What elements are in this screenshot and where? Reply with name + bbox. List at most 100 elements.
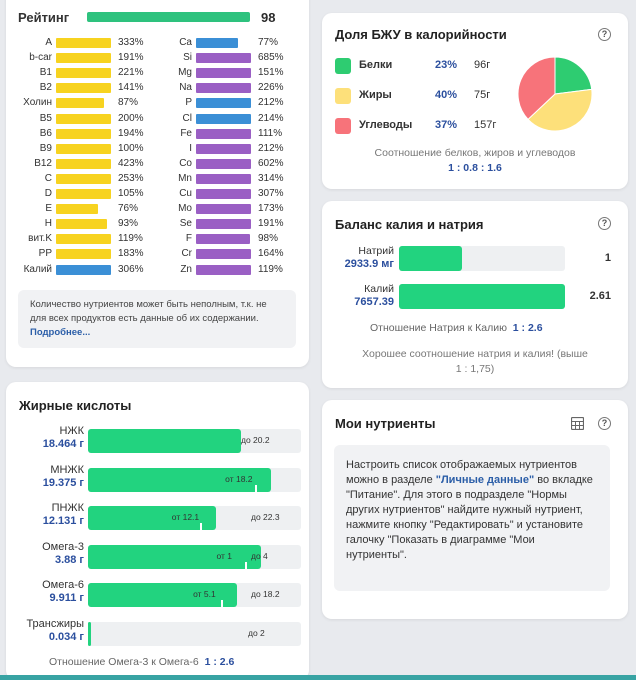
sodium-bar-track	[399, 246, 565, 271]
nutrient-row: Cu 307%	[146, 187, 286, 201]
sodium-ratio-num: 1	[604, 252, 611, 264]
nutrient-bar	[196, 53, 252, 64]
bju-percent: 37%	[435, 119, 458, 131]
nutrient-name: Cr	[181, 248, 192, 260]
nutrient-bar	[56, 113, 112, 124]
sodium-label: Натрий	[358, 245, 394, 257]
nutrient-bar	[56, 219, 108, 230]
potassium-sodium-card: Баланс калия и натрия ? Натрий 2933.9 мг…	[322, 201, 628, 388]
my-nutrients-text-b: во вкладке "Питание". Для этого в подраз…	[346, 474, 593, 561]
nutrient-percent: 173%	[258, 203, 284, 215]
fatty-acid-min: от 18.2	[225, 473, 253, 484]
nutrient-bar	[196, 158, 252, 169]
bju-grams: 157г	[474, 119, 497, 131]
fatty-acid-name: Омега-3	[42, 540, 84, 553]
fatty-acid-min-mark	[221, 600, 224, 607]
nutrient-name: B6	[39, 127, 52, 139]
nutrient-row: PP 183%	[6, 247, 146, 261]
fatty-acid-bar-fill	[88, 467, 272, 492]
rating-row: Рейтинг 98	[18, 10, 303, 26]
kna-good-text-1: Хорошее соотношение натрия и калия! (выш…	[362, 348, 588, 360]
rating-value: 98	[261, 10, 276, 25]
nutrient-name: P	[185, 97, 192, 109]
nutrient-percent: 191%	[258, 218, 284, 230]
fatty-acid-name: МНЖК	[50, 463, 84, 476]
my-nutrients-title: Мои нутриенты	[335, 416, 436, 431]
nutrient-row: Se 191%	[146, 217, 286, 231]
nutrient-row: Si 685%	[146, 51, 286, 65]
fatty-acid-row: ПНЖК 12.131 г от 12.1 до 22.3	[18, 502, 303, 532]
my-nutrients-help-icon[interactable]: ?	[598, 417, 611, 430]
bju-legend-row: Углеводы 37% 157г	[335, 117, 505, 135]
nutrient-bar	[196, 68, 252, 79]
table-icon[interactable]	[571, 417, 584, 430]
nutrient-name: Mg	[178, 67, 192, 79]
nutrient-name: B12	[34, 157, 52, 169]
fatty-acid-name: НЖК	[59, 425, 84, 437]
fatty-acid-max: до 20.2	[241, 435, 270, 445]
nutrient-percent: 212%	[258, 97, 284, 109]
bju-swatch	[335, 58, 351, 74]
fatty-acid-bar-track: от 18.2	[88, 467, 301, 492]
nutrient-row: Ca 77%	[146, 36, 286, 50]
fatty-acid-bar-track: от 12.1 до 22.3	[88, 506, 301, 530]
nutrient-bar	[56, 158, 112, 169]
nutrient-name: Mn	[178, 172, 192, 184]
nutrient-bar	[196, 219, 252, 230]
nutrient-name: Ca	[179, 37, 192, 48]
nutrient-percent: 151%	[258, 67, 284, 79]
nutrient-name: Se	[179, 218, 192, 230]
fatty-acid-bar-fill	[88, 583, 238, 607]
bju-legend-row: Белки 23% 96г	[335, 57, 505, 75]
nutrient-bar	[56, 143, 112, 154]
nutrient-percent: 194%	[118, 127, 144, 139]
bju-name: Жиры	[359, 89, 392, 101]
bju-percent: 40%	[435, 89, 458, 101]
my-nutrients-info: Настроить список отображаемых нутриентов…	[334, 445, 610, 591]
nutrient-name: Холин	[23, 97, 52, 109]
kna-help-icon[interactable]: ?	[598, 217, 611, 230]
more-link[interactable]: Подробнее...	[30, 327, 91, 338]
nutrient-percent: 314%	[258, 172, 284, 184]
fatty-acid-name: Трансжиры	[26, 617, 84, 630]
fatty-acids-title: Жирные кислоты	[19, 398, 132, 413]
nutrient-percent: 76%	[118, 203, 139, 215]
nutrient-name: PP	[38, 248, 52, 260]
bju-grams: 75г	[474, 89, 491, 101]
nutrient-name: B9	[39, 142, 52, 154]
nutrient-row: вит.K 119%	[6, 232, 146, 246]
nutrient-percent: 77%	[258, 37, 279, 48]
nutrient-percent: 307%	[258, 188, 284, 199]
nutrient-row: I 212%	[146, 142, 286, 156]
sodium-value: 2933.9 мг	[344, 258, 394, 270]
sodium-bar-fill	[399, 246, 463, 271]
nutrient-name: Mo	[178, 203, 192, 215]
nutrient-percent: 306%	[118, 263, 144, 275]
nutrient-row: C 253%	[6, 172, 146, 186]
omega-ratio-label: Отношение Омега-3 к Омега-6	[49, 656, 199, 668]
fatty-acid-row: МНЖК 19.375 г от 18.2	[18, 464, 303, 494]
bju-caption: Соотношение белков, жиров и углеводов	[374, 147, 576, 159]
personal-data-link[interactable]: "Личные данные"	[435, 474, 535, 486]
fatty-acid-name: Омега-6	[42, 579, 84, 591]
bju-grams: 96г	[474, 59, 491, 71]
fatty-acid-min-mark	[244, 561, 247, 569]
nutrient-bar	[56, 204, 98, 215]
nutrient-bar	[196, 83, 252, 94]
nutrient-bar	[56, 234, 112, 245]
bju-name: Углеводы	[359, 119, 413, 131]
nutrient-percent: 93%	[118, 218, 139, 230]
bju-swatch	[335, 88, 351, 104]
fatty-acid-row: Омега-3 3.88 г от 1 до 4	[18, 541, 303, 571]
nutrient-bar	[196, 189, 252, 199]
nutrient-percent: 183%	[118, 248, 144, 260]
nutrient-bar	[56, 53, 112, 64]
nutrient-bar	[56, 249, 112, 260]
nutrient-row: Mg 151%	[146, 66, 286, 80]
bju-help-icon[interactable]: ?	[598, 28, 611, 41]
bju-card: Доля БЖУ в калорийности ? Белки 23% 96г Жир…	[322, 13, 628, 189]
my-nutrients-card: Мои нутриенты ? Настроить список отображ…	[322, 400, 628, 619]
nutrient-percent: 214%	[258, 112, 284, 124]
nutrient-percent: 253%	[118, 172, 144, 184]
kna-good-text-2: 1 : 1,75)	[455, 363, 495, 375]
